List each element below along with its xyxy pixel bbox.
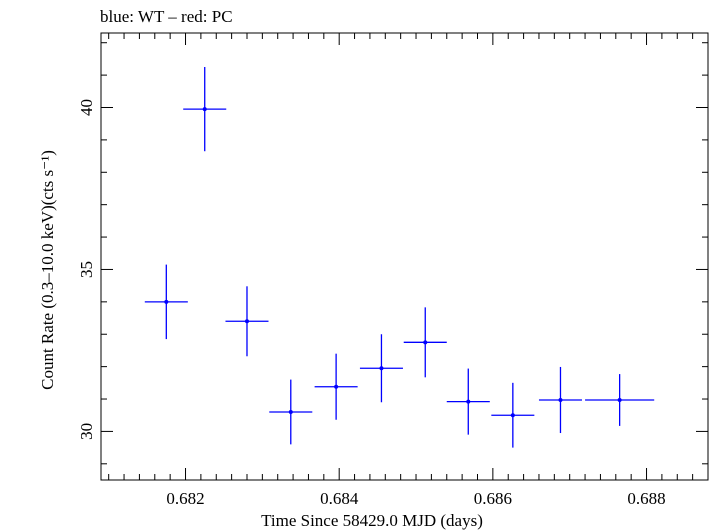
plot-frame [100, 32, 709, 481]
data-point [183, 67, 227, 152]
data-point [538, 366, 582, 434]
data-point [144, 264, 188, 340]
point-marker [466, 399, 471, 404]
data-point [225, 286, 269, 357]
point-marker [379, 366, 384, 371]
x-tick-label: 0.688 [627, 489, 665, 508]
point-marker [617, 397, 622, 402]
point-marker [202, 107, 207, 112]
data-points [144, 67, 655, 448]
data-point [446, 368, 490, 435]
point-marker [510, 413, 515, 418]
point-marker [244, 319, 249, 324]
x-axis-tick-labels: 0.682 0.684 0.686 0.688 [166, 489, 665, 508]
data-point [359, 334, 403, 403]
data-point [403, 307, 447, 378]
data-point [269, 379, 313, 445]
y-axis-tick-labels: 30 35 40 [77, 99, 96, 440]
x-axis-label: Time Since 58429.0 MJD (days) [261, 511, 483, 530]
x-tick-label: 0.682 [166, 489, 204, 508]
x-tick-label: 0.686 [474, 489, 512, 508]
y-tick-label: 30 [77, 423, 96, 440]
point-marker [334, 384, 339, 389]
point-marker [423, 340, 428, 345]
y-axis-label: Count Rate (0.3–10.0 keV)(cts s⁻¹) [38, 150, 57, 390]
data-point [585, 374, 655, 426]
x-tick-label: 0.684 [320, 489, 359, 508]
y-tick-label: 40 [77, 99, 96, 116]
x-axis-ticks [108, 33, 709, 480]
point-marker [288, 409, 293, 414]
data-point [491, 382, 535, 448]
point-marker [164, 299, 169, 304]
point-marker [558, 397, 563, 402]
data-point [314, 353, 358, 420]
y-axis-ticks [101, 42, 708, 465]
chart-title: blue: WT – red: PC [100, 7, 233, 26]
y-tick-label: 35 [77, 261, 96, 278]
